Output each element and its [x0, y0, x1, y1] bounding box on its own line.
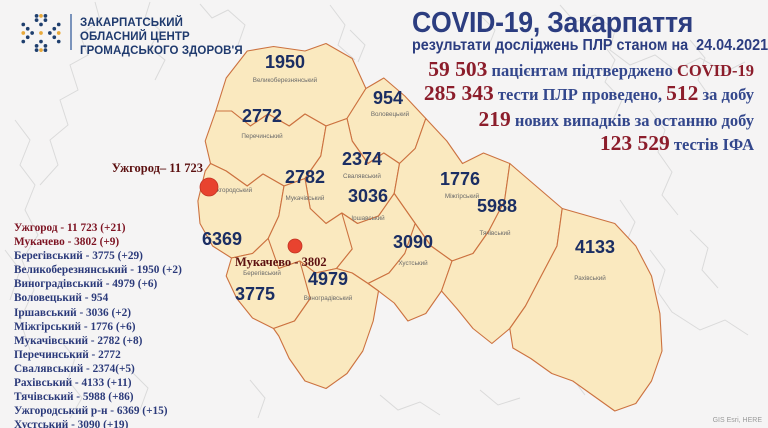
svg-text:2772: 2772 — [242, 106, 282, 126]
svg-text:3090: 3090 — [393, 232, 433, 252]
svg-text:5988: 5988 — [477, 196, 517, 216]
svg-text:Рахівський: Рахівський — [574, 274, 606, 282]
svg-text:3036: 3036 — [348, 186, 388, 206]
svg-text:Хустський: Хустський — [398, 259, 428, 267]
svg-text:Іршавський: Іршавський — [351, 214, 385, 222]
svg-text:2782: 2782 — [285, 167, 325, 187]
svg-text:Виноградівський: Виноградівський — [304, 294, 353, 302]
svg-text:4979: 4979 — [308, 269, 348, 289]
svg-text:4133: 4133 — [575, 237, 615, 257]
svg-text:Берегівський: Берегівський — [243, 269, 281, 277]
svg-text:Ужгород– 11 723: Ужгород– 11 723 — [112, 161, 203, 175]
svg-text:Мукачівський: Мукачівський — [286, 194, 325, 202]
svg-text:Перечинський: Перечинський — [241, 132, 283, 140]
svg-text:Міжгірський: Міжгірський — [445, 192, 480, 200]
svg-text:Великоберезнянський: Великоберезнянський — [253, 76, 318, 84]
svg-text:Тячівський: Тячівський — [479, 229, 511, 237]
svg-text:Мукачево - 3802: Мукачево - 3802 — [235, 255, 327, 269]
svg-text:1776: 1776 — [440, 169, 480, 189]
svg-text:Свалявський: Свалявський — [343, 172, 381, 180]
